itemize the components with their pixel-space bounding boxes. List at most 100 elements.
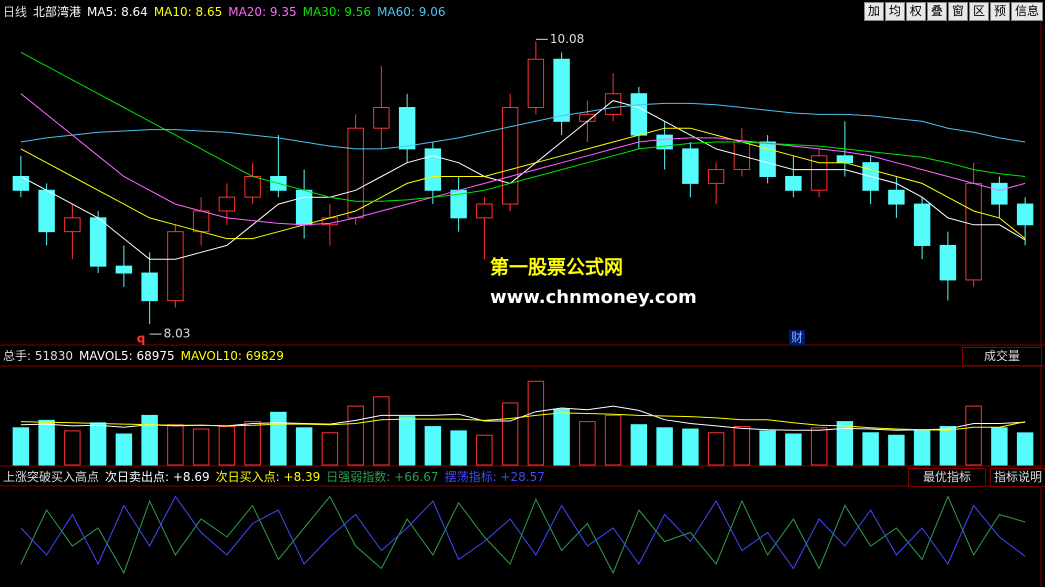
- candle-body: [347, 127, 364, 219]
- candle-body: [553, 58, 570, 122]
- volume-bar: [476, 434, 493, 466]
- candle-body: [682, 148, 699, 184]
- volume-bar: [347, 405, 364, 466]
- volume-bar: [759, 430, 776, 466]
- toolbar-button[interactable]: 权: [905, 2, 926, 21]
- legend-entry: 日强弱指数: +66.67: [326, 470, 439, 484]
- marker: q: [137, 332, 146, 346]
- volume-bar: [862, 432, 879, 466]
- stock-name: 北部湾港: [33, 5, 82, 19]
- volume-bar: [682, 428, 699, 466]
- volume-bar: [785, 433, 802, 466]
- volume-bar: [656, 427, 673, 466]
- volume-bar: [939, 426, 957, 466]
- series-line: [20, 412, 1026, 431]
- candle-body: [115, 265, 133, 274]
- candle-body: [579, 113, 596, 122]
- legend-entry: MA10: 8.65: [153, 5, 223, 19]
- candle-body: [785, 175, 802, 191]
- volume-header: 总手: 51830 MAVOL5: 68975 MAVOL10: 69829: [3, 347, 284, 365]
- volume-bar: [965, 405, 982, 466]
- candle-body: [759, 141, 776, 177]
- volume-bar: [373, 396, 390, 466]
- candle-body: [1016, 203, 1034, 226]
- volume-bar: [295, 427, 313, 466]
- candle-body: [836, 155, 854, 164]
- candle-body: [476, 203, 493, 219]
- legend-entry: MAVOL10: 69829: [180, 349, 284, 363]
- legend-entry: MA5: 8.64: [87, 5, 148, 19]
- indicator-note: 次日卖出点: +8.69: [105, 470, 210, 484]
- candle-body: [64, 217, 81, 233]
- candle-body: [991, 182, 1008, 205]
- candle-body: [12, 175, 30, 191]
- toolbar-button[interactable]: 均: [884, 2, 905, 21]
- candle-body: [913, 203, 931, 246]
- candle-body: [527, 58, 545, 109]
- volume-bar: [1016, 432, 1034, 466]
- candle-body: [167, 231, 184, 302]
- volume-value: 总手: 51830: [3, 349, 74, 363]
- volume-bar: [579, 421, 596, 466]
- volume-bar: [527, 380, 545, 466]
- volume-bar: [450, 430, 467, 466]
- volume-bar: [553, 408, 570, 466]
- low-label: 8.03: [164, 327, 191, 341]
- volume-bar: [141, 414, 158, 466]
- toolbar-button[interactable]: 窗: [947, 2, 968, 21]
- button[interactable]: 指标说明: [990, 468, 1045, 487]
- toolbar-button[interactable]: 区: [968, 2, 989, 21]
- watermark: 第一股票公式网: [490, 256, 623, 279]
- candle-body: [630, 93, 648, 136]
- legend-entry: MA30: 9.56: [302, 5, 372, 19]
- price-header: 日线 北部湾港 MA5: 8.64 MA10: 8.65 MA20: 9.35 MA3…: [3, 3, 446, 21]
- volume-bar: [991, 427, 1008, 466]
- candle-body: [295, 189, 313, 226]
- volume-bar: [424, 426, 442, 466]
- candle-body: [218, 196, 236, 212]
- legend-entry: MA60: 9.06: [377, 5, 446, 19]
- toolbar-button[interactable]: 加: [863, 2, 884, 21]
- volume-bar: [89, 422, 107, 466]
- candle-body: [38, 189, 55, 233]
- indicator-title: 上涨突破买入高点: [3, 470, 100, 484]
- volume-bar: [38, 419, 55, 466]
- volume-bar: [733, 426, 751, 466]
- series-line: [20, 127, 1026, 240]
- toolbar-button[interactable]: 预: [989, 2, 1010, 21]
- watermark: www.chnmoney.com: [490, 287, 697, 308]
- candle-body: [810, 155, 828, 191]
- volume-bar: [630, 424, 648, 466]
- volume-bar: [218, 426, 236, 466]
- candle-body: [141, 272, 158, 302]
- toolbar: 加均权叠窗区预信息: [863, 2, 1043, 21]
- indicator-dropdown[interactable]: 成交量: [962, 347, 1042, 366]
- candle-body: [192, 210, 210, 233]
- candle-body: [888, 189, 905, 205]
- volume-bar: [604, 414, 622, 466]
- volume-bar: [501, 402, 519, 466]
- candle-body: [373, 107, 390, 129]
- volume-bar: [707, 432, 725, 466]
- toolbar-button[interactable]: 信息: [1010, 2, 1043, 21]
- period: 日线: [3, 5, 28, 19]
- candle-body: [244, 175, 261, 198]
- button[interactable]: 最优指标: [908, 468, 986, 487]
- marker: 财: [791, 331, 803, 345]
- series-line: [20, 93, 1026, 226]
- toolbar-button[interactable]: 叠: [926, 2, 947, 21]
- volume-bar: [836, 421, 854, 466]
- volume-bar: [244, 421, 261, 466]
- volume-bar: [270, 411, 287, 466]
- volume-bar: [321, 432, 339, 466]
- candle-body: [398, 107, 416, 150]
- legend-entry: 摆荡指标: +28.57: [444, 470, 545, 484]
- series-line: [20, 495, 1026, 570]
- candle-body: [604, 93, 622, 115]
- candle-body: [707, 169, 725, 184]
- high-label: 10.08: [550, 32, 584, 46]
- series-line: [20, 102, 1026, 150]
- legend-entry: MAVOL5: 68975: [79, 349, 175, 363]
